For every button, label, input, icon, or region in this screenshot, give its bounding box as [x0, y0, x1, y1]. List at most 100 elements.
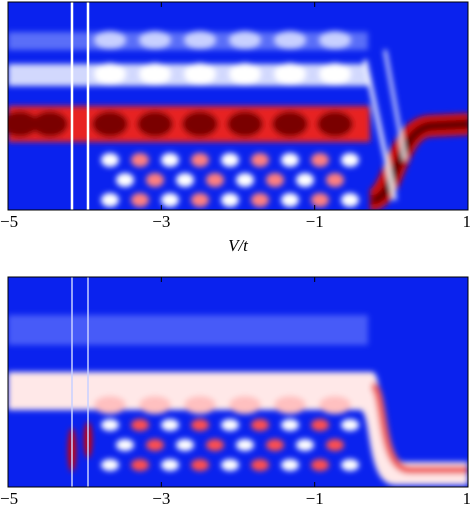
blob — [281, 459, 299, 471]
blob — [191, 419, 209, 431]
dark-blob — [8, 111, 38, 137]
diag — [383, 49, 407, 161]
blob — [131, 153, 149, 167]
x-tick-label: −3 — [152, 489, 170, 508]
blob — [146, 173, 164, 187]
blob — [191, 153, 209, 167]
blob — [221, 193, 239, 207]
x-tick-label: −3 — [152, 212, 170, 231]
blob — [139, 396, 171, 414]
blob — [341, 193, 359, 207]
blob — [146, 439, 164, 451]
blob — [281, 419, 299, 431]
blob — [184, 31, 216, 49]
blob — [161, 459, 179, 471]
blob — [341, 459, 359, 471]
x-tick-label: −1 — [306, 489, 324, 508]
dark-blob — [137, 111, 173, 137]
blob — [101, 153, 119, 167]
blob — [251, 419, 269, 431]
dark-blob — [317, 111, 353, 137]
blob — [229, 63, 261, 85]
blob — [311, 193, 329, 207]
blob — [319, 31, 351, 49]
blob — [281, 193, 299, 207]
blob — [326, 439, 344, 451]
blob — [94, 396, 126, 414]
blob — [311, 419, 329, 431]
blob — [251, 153, 269, 167]
blob — [184, 396, 216, 414]
blob — [131, 419, 149, 431]
blob — [184, 63, 216, 85]
right-curve-core — [370, 119, 468, 205]
blob — [221, 419, 239, 431]
pale-band — [8, 315, 368, 345]
blob — [274, 63, 306, 85]
blob — [266, 439, 284, 451]
pattern — [8, 315, 468, 485]
blob — [116, 173, 134, 187]
blob — [229, 31, 261, 49]
blob — [206, 439, 224, 451]
x-axis-label: V/t — [228, 236, 249, 255]
blob — [319, 63, 351, 85]
blob — [94, 63, 126, 85]
blob — [161, 153, 179, 167]
heatmap-panel — [8, 277, 468, 487]
blob — [341, 419, 359, 431]
blob — [139, 31, 171, 49]
diag — [363, 59, 397, 201]
x-tick-label: −5 — [0, 212, 18, 231]
blob — [281, 153, 299, 167]
frame — [7, 276, 469, 488]
blob — [176, 173, 194, 187]
x-tick-label: −5 — [0, 489, 18, 508]
blob — [161, 419, 179, 431]
blob — [191, 459, 209, 471]
blob — [131, 459, 149, 471]
pattern — [8, 31, 468, 210]
blob — [319, 396, 351, 414]
blob — [296, 173, 314, 187]
blob — [274, 396, 306, 414]
dark-blob — [182, 111, 218, 137]
blob — [311, 153, 329, 167]
blob — [229, 396, 261, 414]
blob — [236, 439, 254, 451]
blob — [101, 459, 119, 471]
blob — [131, 193, 149, 207]
x-tick-label: 1 — [463, 212, 472, 231]
blob — [251, 193, 269, 207]
x-tick-label: −1 — [306, 212, 324, 231]
blob — [191, 193, 209, 207]
blob — [221, 459, 239, 471]
band-edge — [369, 381, 468, 474]
blob — [94, 31, 126, 49]
dark-blob — [227, 111, 263, 137]
blob — [236, 173, 254, 187]
blob — [341, 153, 359, 167]
dark-blob — [32, 111, 68, 137]
heatmap-panel — [8, 2, 468, 210]
blob — [139, 63, 171, 85]
blob — [266, 173, 284, 187]
frame — [7, 1, 469, 211]
dark-blob — [92, 111, 128, 137]
blob — [296, 439, 314, 451]
blob — [221, 153, 239, 167]
blob — [161, 193, 179, 207]
dark-blob — [272, 111, 308, 137]
blob — [101, 193, 119, 207]
blob — [176, 439, 194, 451]
blob — [251, 459, 269, 471]
x-tick-label: 1 — [463, 489, 472, 508]
blob — [326, 173, 344, 187]
blob — [206, 173, 224, 187]
blob — [274, 31, 306, 49]
blob — [116, 439, 134, 451]
blob — [311, 459, 329, 471]
blob — [101, 419, 119, 431]
